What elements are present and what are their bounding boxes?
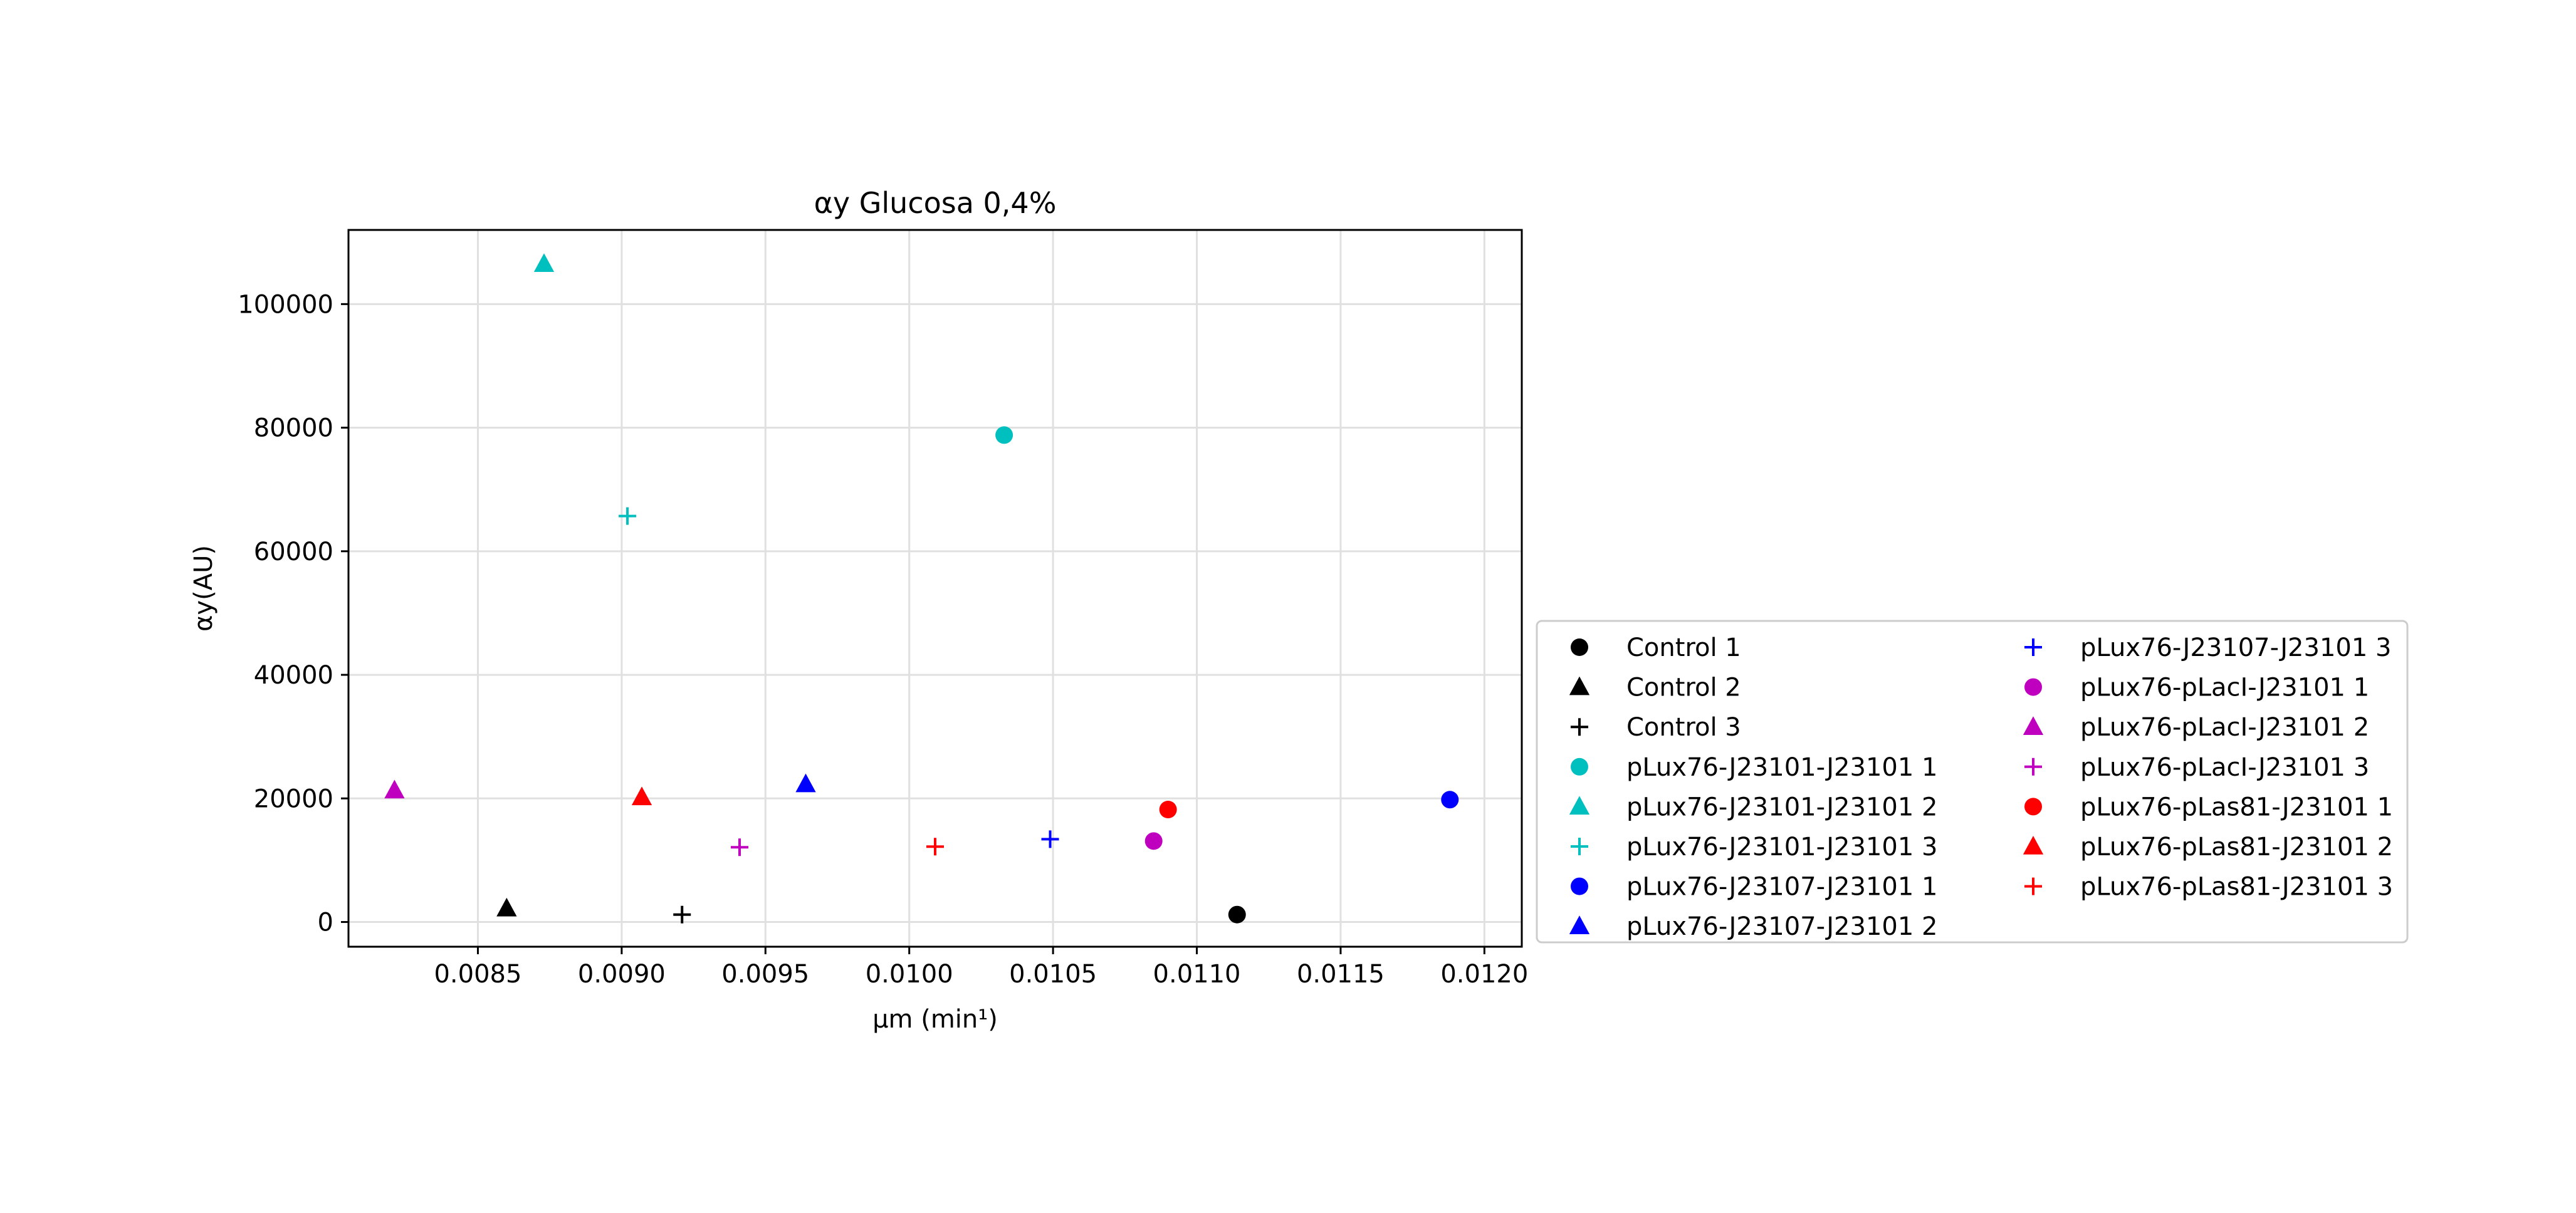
data-point: [496, 897, 517, 917]
legend-marker: [1569, 676, 1590, 695]
y-axis-label: αy(AU): [189, 545, 218, 632]
data-point: [619, 507, 637, 525]
legend-label: Control 1: [1626, 633, 1741, 662]
data-point: [795, 773, 816, 793]
legend: Control 1 Control 2 Control 3 pLux76-J23101…: [1536, 620, 2409, 944]
legend-label: Control 3: [1626, 713, 1741, 742]
data-point: [731, 838, 748, 856]
data-point: [1441, 791, 1459, 809]
data-point: [1144, 832, 1163, 850]
legend-marker: [1571, 877, 1588, 895]
y-tick-label: 40000: [254, 661, 333, 690]
legend-label: pLux76-pLacI-J23101 2: [2080, 713, 2369, 742]
legend-label: pLux76-J23101-J23101 2: [1626, 793, 1937, 821]
x-tick-label: 0.0120: [1440, 960, 1528, 989]
legend-items: Control 1 Control 2 Control 3 pLux76-J23101…: [1569, 633, 2393, 941]
data-point: [1041, 830, 1059, 848]
legend-label: pLux76-J23107-J23101 1: [1626, 873, 1937, 902]
legend-marker: [2024, 798, 2042, 816]
legend-marker: [2024, 757, 2042, 776]
legend-label: pLux76-pLas81-J23101 3: [2080, 873, 2393, 902]
data-point: [995, 426, 1013, 444]
data-point: [631, 786, 652, 806]
data-markers: [384, 253, 1459, 924]
legend-marker: [2024, 678, 2042, 696]
y-tick-label: 60000: [254, 538, 333, 566]
legend-marker: [1571, 838, 1588, 855]
legend-marker: [2024, 877, 2042, 895]
plot-area: [347, 229, 1523, 948]
legend-label: pLux76-pLacI-J23101 1: [2080, 674, 2369, 702]
axis-ticks: 0.0085 0.0090 0.0095 0.0100 0.0105 0.0110 0.01…: [238, 290, 1528, 989]
legend-label: pLux76-pLas81-J23101 2: [2080, 833, 2393, 862]
legend-label: pLux76-J23101-J23101 3: [1626, 833, 1937, 862]
x-tick-label: 0.0105: [1009, 960, 1097, 989]
legend-marker: [1571, 718, 1588, 736]
legend-marker: [2023, 836, 2044, 855]
data-point: [926, 838, 944, 856]
data-point: [673, 905, 691, 924]
legend-marker: [1569, 796, 1590, 815]
legend-marker: [1571, 757, 1588, 776]
legend-label: pLux76-J23101-J23101 1: [1626, 753, 1937, 782]
legend-label: pLux76-pLas81-J23101 1: [2080, 793, 2393, 821]
x-axis-label: μm (min¹): [872, 1005, 998, 1034]
x-tick-label: 0.0115: [1297, 960, 1385, 989]
data-point: [533, 253, 555, 272]
legend-label: Control 2: [1626, 674, 1741, 702]
data-point: [1159, 801, 1177, 819]
legend-label: pLux76-J23107-J23101 3: [2080, 633, 2391, 662]
data-point: [384, 779, 405, 799]
legend-marker: [2023, 716, 2044, 735]
y-tick-label: 20000: [254, 784, 333, 813]
legend-marker: [2024, 638, 2042, 656]
legend-frame: [1536, 620, 2409, 944]
x-tick-label: 0.0090: [578, 960, 666, 989]
data-point: [1228, 905, 1246, 924]
legend-marker: [1571, 638, 1588, 656]
legend-label: pLux76-pLacI-J23101 3: [2080, 753, 2369, 782]
legend-marker: [1569, 915, 1590, 934]
y-tick-label: 80000: [254, 414, 333, 443]
x-tick-label: 0.0085: [434, 960, 521, 989]
x-tick-label: 0.0095: [721, 960, 809, 989]
y-tick-label: 0: [318, 908, 333, 937]
grid-lines: [348, 230, 1522, 947]
x-tick-label: 0.0100: [866, 960, 953, 989]
y-tick-label: 100000: [238, 290, 333, 319]
legend-label: pLux76-J23107-J23101 2: [1626, 912, 1937, 941]
chart-title: αy Glucosa 0,4%: [814, 186, 1057, 220]
x-tick-label: 0.0110: [1153, 960, 1241, 989]
